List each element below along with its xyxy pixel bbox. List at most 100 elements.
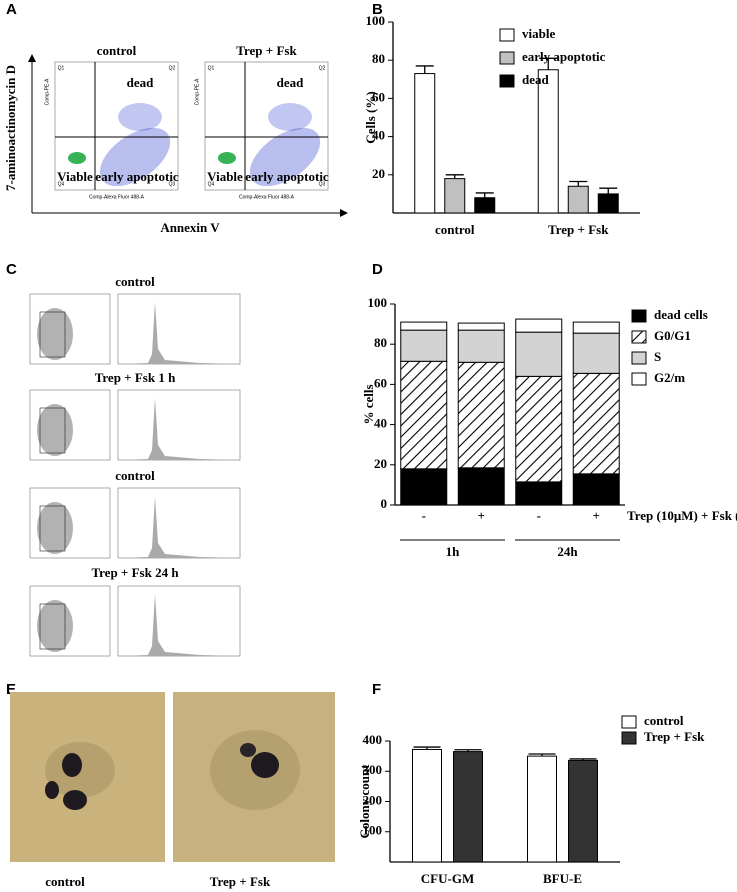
legend-label: S: [654, 349, 661, 364]
histogram-plot: [117, 585, 241, 657]
plot-x-label: Comp-Alexa Fluor 488-A: [239, 194, 295, 200]
event-cloud: [37, 404, 73, 456]
legend-swatch: [631, 351, 647, 365]
legend-swatch: [631, 330, 647, 344]
x-tick-label: +: [478, 508, 485, 523]
bar: [568, 759, 598, 863]
y-tick-label: 100: [366, 13, 386, 28]
legend-swatch: [631, 372, 647, 386]
colony: [63, 790, 87, 810]
panel-label: A: [6, 1, 17, 18]
scatter-plot: [29, 585, 111, 657]
plot-y-label: Comp-PE-A: [44, 78, 50, 105]
quadrant-id: Q2: [169, 65, 176, 71]
colony: [45, 781, 59, 799]
bar: [567, 185, 589, 214]
event-cloud: [37, 600, 73, 652]
event-cloud: [118, 103, 162, 131]
bar: [527, 755, 557, 863]
bar: [515, 481, 563, 506]
legend-label: G2/m: [654, 370, 685, 385]
quadrant-label: dead: [277, 75, 305, 90]
quadrant-id: Q4: [58, 181, 65, 187]
panel-label: F: [372, 681, 381, 698]
legend-swatch: [621, 715, 637, 729]
event-cloud: [268, 103, 312, 131]
panel-label: B: [372, 1, 383, 18]
error-bar: [413, 746, 441, 750]
x-tick-label: +: [593, 508, 600, 523]
plot-y-label: Comp-PE-A: [194, 78, 200, 105]
panel-a: 7-aminoactinomycin D Annexin V control Q1…: [3, 43, 348, 235]
y-tick-label: 400: [363, 732, 383, 747]
y-axis-label: Cells (%): [363, 91, 378, 143]
event-cloud: [68, 152, 86, 164]
y-tick-label: 60: [372, 89, 385, 104]
bar: [457, 467, 505, 506]
legend-swatch: [499, 51, 515, 65]
bar: [444, 178, 466, 214]
caption: control: [45, 874, 85, 889]
y-tick-label: 40: [374, 416, 387, 431]
bar: [537, 69, 559, 214]
bar: [572, 372, 620, 475]
panel-c: control Trep + Fsk 1 h control Trep + Fsk 2…: [29, 274, 241, 657]
bar: [414, 73, 436, 214]
y-tick-label: 40: [372, 128, 385, 143]
bar: [474, 197, 496, 214]
gate: [39, 505, 66, 552]
quadrant-id: Q1: [58, 65, 65, 71]
quadrant-id: Q2: [319, 65, 326, 71]
colony: [251, 752, 279, 778]
bar: [400, 329, 448, 362]
charts: Cells (%) 20 40 60 80 100 viable early apoptoti…: [357, 13, 737, 886]
panel-label: D: [372, 261, 383, 278]
bar: [597, 193, 619, 214]
error-bar: [528, 753, 556, 757]
quadrant-label: Viable: [57, 169, 93, 184]
error-bar: [415, 65, 434, 74]
y-axis-label: Colony count: [357, 764, 372, 839]
x-tick-label: Trep + Fsk: [548, 222, 609, 237]
quadrant-label: early apoptotic: [245, 169, 329, 184]
y-tick-label: 20: [372, 166, 385, 181]
bar: [572, 473, 620, 506]
event-cloud: [218, 152, 236, 164]
bar: [457, 361, 505, 469]
bar: [457, 322, 505, 331]
quadrant-label: Viable: [207, 169, 243, 184]
legend-label: viable: [522, 26, 555, 41]
scatter-plot: [29, 487, 111, 559]
legend-swatch: [631, 309, 647, 323]
legend-label: G0/G1: [654, 328, 691, 343]
x-tick-label: CFU-GM: [421, 871, 474, 886]
x-tick-label: -: [537, 508, 541, 523]
plot-title: Trep + Fsk: [236, 43, 297, 58]
group-label: 24h: [557, 544, 578, 559]
histogram-plot: [117, 389, 241, 461]
quadrant-label: early apoptotic: [95, 169, 179, 184]
y-tick-label: 20: [374, 456, 387, 471]
panel-e: control Trep + Fsk: [10, 692, 335, 889]
y-axis-label: % cells: [361, 384, 376, 424]
row-title: control: [115, 468, 155, 483]
y-tick-label: 80: [374, 335, 387, 350]
quadrant-id: Q4: [208, 181, 215, 187]
bar: [515, 318, 563, 333]
event-cloud: [37, 502, 73, 554]
gate: [39, 603, 66, 650]
legend-swatch: [499, 28, 515, 42]
bar: [453, 751, 483, 863]
plot-x-label: Comp-Alexa Fluor 488-A: [89, 194, 145, 200]
histogram-plot: [117, 293, 241, 365]
row-title: Trep + Fsk 24 h: [91, 565, 179, 580]
flow-plot: [54, 61, 179, 191]
error-bar: [475, 192, 494, 198]
scatter-plot: [29, 293, 111, 365]
gate: [39, 311, 66, 358]
bar: [515, 331, 563, 377]
event-cloud: [249, 127, 321, 187]
y-tick-label: 100: [363, 823, 383, 838]
y-tick-label: 80: [372, 51, 385, 66]
